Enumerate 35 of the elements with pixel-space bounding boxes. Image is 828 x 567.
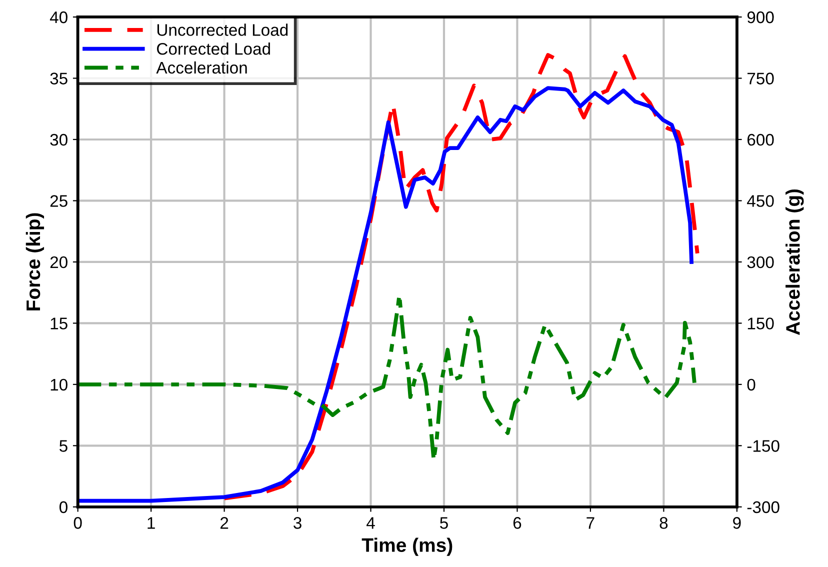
line-series: [78, 86, 694, 503]
y-tick-label: 25: [50, 195, 68, 207]
legend-label: Uncorrected Load: [157, 24, 288, 36]
x-tick-label: 6: [513, 517, 522, 529]
x-tick-label: 9: [733, 517, 741, 529]
x-tick-label: 1: [148, 517, 155, 529]
y2-tick-label: 0: [747, 378, 756, 391]
y-tick-label: 35: [50, 72, 68, 84]
y2-tick-label: -300: [747, 501, 780, 514]
y2-tick-label: 150: [748, 318, 774, 330]
y2-tick-label: 900: [747, 11, 774, 24]
x-tick-label: 0: [74, 517, 82, 529]
y2-tick-label: 750: [747, 72, 774, 84]
y2-tick-label: 600: [747, 134, 774, 146]
legend-label: Corrected Load: [157, 42, 270, 55]
y2-axis-title: Acceleration (g): [786, 189, 804, 335]
y-tick-label: 10: [50, 378, 68, 391]
x-tick-label: 4: [366, 517, 375, 529]
y-tick-label: 40: [50, 11, 68, 24]
x-axis-title: Time (ms): [362, 538, 452, 556]
y2-tick-label: -150: [747, 440, 780, 452]
y-tick-label: 0: [59, 501, 68, 514]
x-tick-label: 3: [294, 517, 302, 529]
y-axis-title: Force (kip): [26, 213, 44, 310]
y-tick-label: 5: [60, 440, 68, 452]
x-tick-label: 8: [660, 517, 668, 529]
y2-tick-label: 300: [747, 256, 774, 268]
y-tick-label: 15: [50, 318, 68, 330]
y-tick-label: 20: [50, 256, 68, 268]
x-tick-label: 2: [220, 517, 228, 529]
y-tick-label: 30: [50, 134, 68, 146]
legend-label: Acceleration: [156, 61, 247, 74]
x-tick-label: 7: [586, 517, 594, 529]
x-tick-label: 5: [440, 517, 448, 529]
y2-tick-label: 450: [747, 195, 774, 207]
